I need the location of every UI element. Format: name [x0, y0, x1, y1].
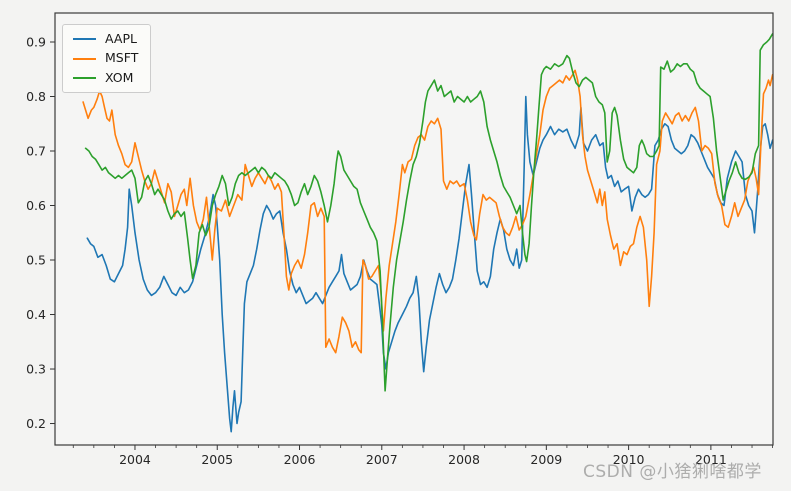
legend: AAPL MSFT XOM — [62, 24, 152, 94]
x-tick-label: 2004 — [119, 452, 151, 467]
x-tick-label: 2010 — [613, 452, 645, 467]
x-tick-label: 2009 — [530, 452, 562, 467]
axes-spines — [54, 12, 774, 446]
series-line-msft — [82, 69, 774, 354]
y-tick-label: 0.4 — [26, 307, 46, 322]
legend-item-xom: XOM — [73, 69, 138, 85]
y-tick-label: 0.7 — [26, 144, 46, 159]
y-tick-label: 0.6 — [26, 198, 46, 213]
x-tick-label: 2006 — [284, 452, 316, 467]
x-tick-label: 2008 — [448, 452, 480, 467]
x-tick-label: 2005 — [201, 452, 233, 467]
x-tick-label: 2011 — [695, 452, 727, 467]
x-tick-label: 2007 — [366, 452, 398, 467]
y-tick-label: 0.2 — [26, 416, 46, 431]
legend-item-msft: MSFT — [73, 50, 139, 66]
legend-label: XOM — [105, 69, 134, 85]
legend-swatch-xom — [73, 76, 96, 79]
plot-area — [55, 13, 773, 445]
y-tick-label: 0.8 — [26, 89, 46, 104]
legend-swatch-msft — [73, 57, 96, 60]
y-tick-label: 0.3 — [26, 362, 46, 377]
legend-swatch-aapl — [73, 38, 96, 41]
legend-label: AAPL — [105, 31, 137, 46]
y-tick-label: 0.9 — [26, 34, 46, 49]
legend-item-aapl: AAPL — [73, 31, 138, 46]
y-tick-label: 0.5 — [26, 253, 46, 268]
legend-label: MSFT — [105, 50, 139, 66]
series-line-xom — [84, 32, 774, 392]
watermark: CSDN @小猞猁啥都学 — [583, 462, 762, 482]
